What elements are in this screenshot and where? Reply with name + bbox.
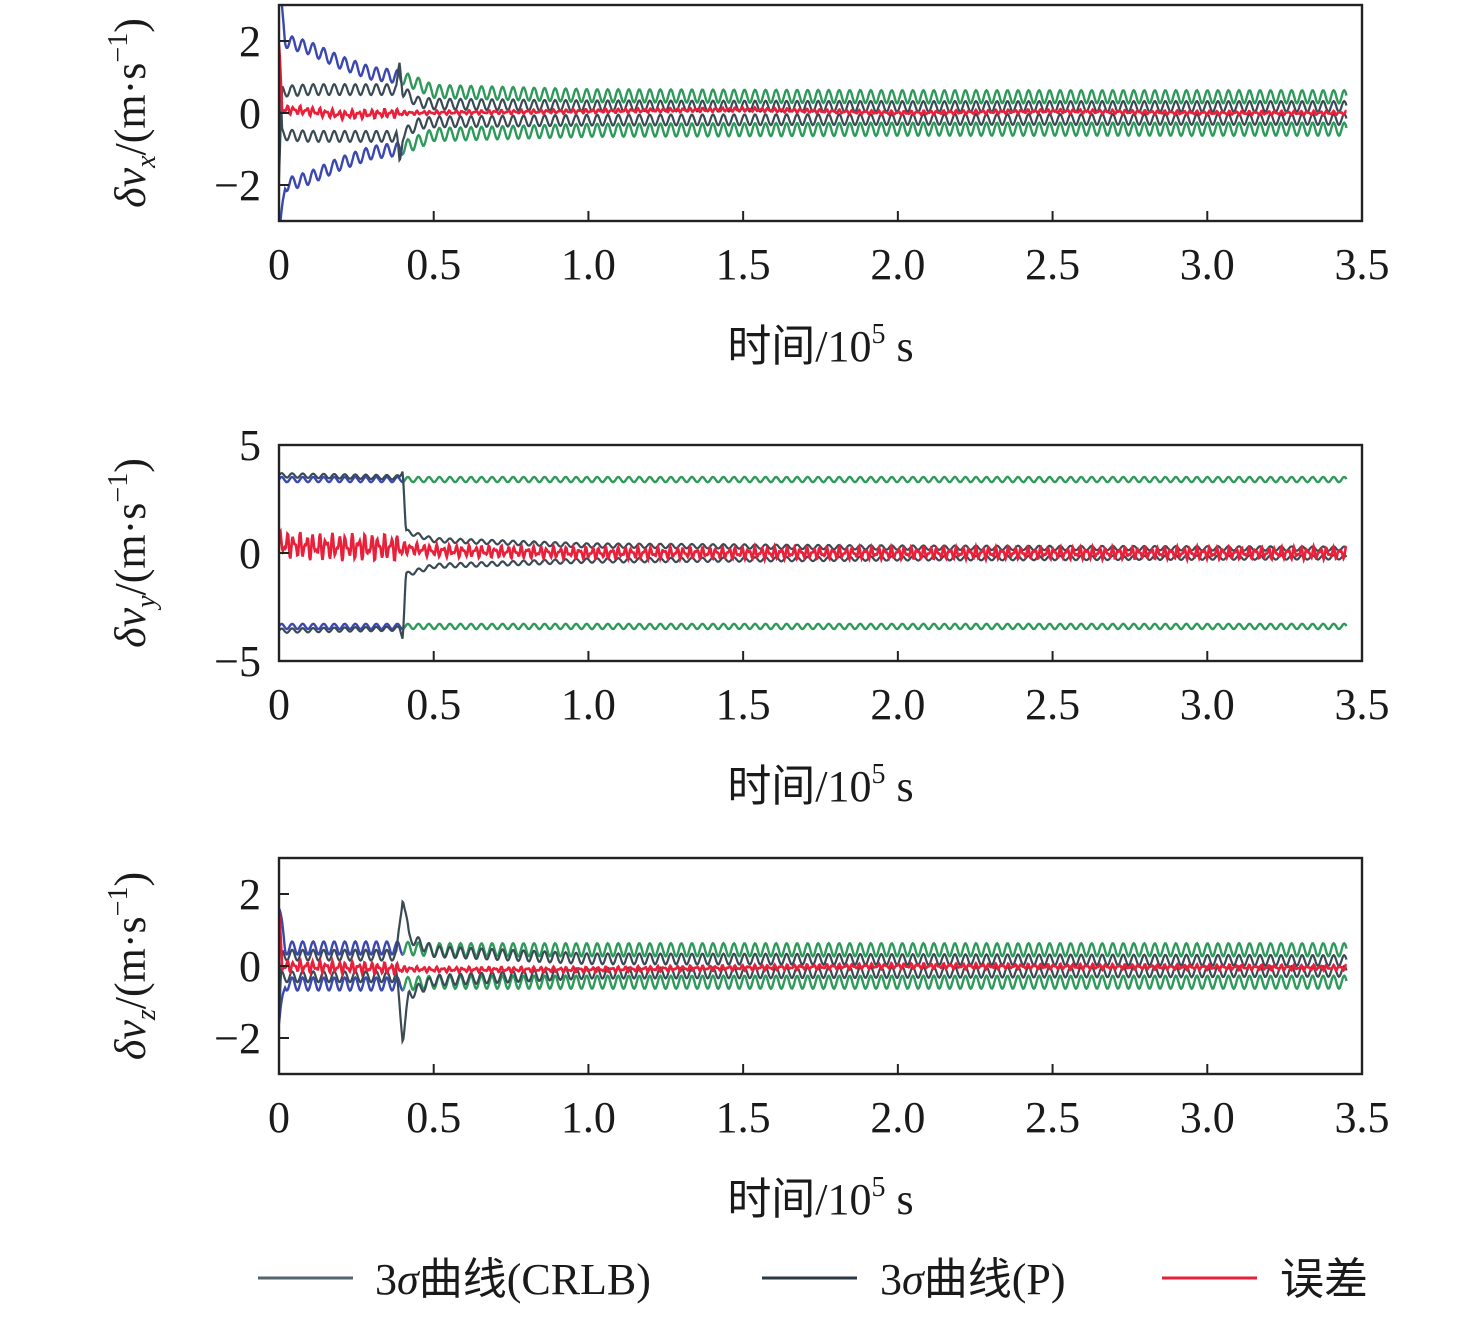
y-tick-label: 0 [239, 89, 261, 138]
series-crlb-upper-late [402, 940, 1348, 958]
y-axis-title: δvz/(m·s−1) [103, 872, 162, 1060]
y-tick-label: 5 [239, 421, 261, 470]
x-tick-label: 3.0 [1180, 1093, 1235, 1142]
series-crlb-lower-early [279, 975, 403, 1024]
x-tick-label: 3.5 [1335, 680, 1390, 729]
series-crlb-upper-early [279, 907, 403, 957]
legend-label: 误差 [1280, 1255, 1368, 1304]
legend-label: 3σ曲线(P) [880, 1255, 1065, 1304]
plot-area [279, 471, 1348, 640]
x-tick-label: 1.0 [561, 680, 616, 729]
x-tick-label: 1.0 [561, 240, 616, 289]
x-tick-label: 3.0 [1180, 240, 1235, 289]
legend-item-P: 3σ曲线(P) [762, 1255, 1065, 1304]
legend-item-crlb: 3σ曲线(CRLB) [258, 1255, 651, 1304]
series-p-upper [279, 62, 1348, 178]
legend-label: 3σ曲线(CRLB) [375, 1255, 651, 1304]
y-tick-label: 0 [239, 529, 261, 578]
x-tick-label: 3.5 [1335, 1093, 1390, 1142]
x-axis-title: 时间/105 s [727, 759, 913, 811]
plot-area [279, 899, 1348, 1046]
legend-item-err: 误差 [1162, 1255, 1368, 1304]
y-tick-label: −2 [214, 161, 261, 210]
x-tick-label: 2.5 [1025, 680, 1080, 729]
x-tick-label: 1.5 [716, 1093, 771, 1142]
x-tick-label: 0 [268, 1093, 290, 1142]
series-crlb-upper-late [402, 72, 1348, 105]
x-tick-label: 0.5 [406, 240, 461, 289]
series-crlb-lower-late [402, 121, 1348, 156]
legend: 3σ曲线(CRLB) 3σ曲线(P) 误差 [258, 1255, 1368, 1304]
y-axis-title: δvx/(m·s−1) [103, 18, 162, 208]
series-error [279, 527, 1348, 565]
x-tick-label: 1.5 [716, 240, 771, 289]
plot-area [279, 5, 1348, 221]
y-tick-label: 2 [239, 17, 261, 66]
x-tick-label: 1.5 [716, 680, 771, 729]
x-tick-label: 2.5 [1025, 1093, 1080, 1142]
series-p-lower [279, 48, 1348, 164]
x-tick-label: 2.0 [870, 680, 925, 729]
series-p-lower [279, 554, 1348, 640]
series-p-upper [279, 899, 1348, 1021]
x-tick-label: 3.0 [1180, 680, 1235, 729]
y-tick-label: −2 [214, 1014, 261, 1063]
x-tick-label: 0 [268, 680, 290, 729]
x-tick-label: 0.5 [406, 680, 461, 729]
x-tick-label: 2.0 [870, 240, 925, 289]
series-error [279, 44, 1347, 123]
series-crlb-lower-late [402, 974, 1348, 992]
x-tick-label: 0 [268, 240, 290, 289]
x-tick-label: 1.0 [561, 1093, 616, 1142]
x-tick-label: 3.5 [1335, 240, 1390, 289]
x-axis-title: 时间/105 s [727, 1172, 913, 1224]
y-tick-label: 0 [239, 942, 261, 991]
series-crlb-lower-late [402, 622, 1348, 631]
y-axis-title: δvy/(m·s−1) [103, 458, 162, 648]
series-error [279, 911, 1348, 978]
series-p-lower [279, 911, 1348, 1046]
x-tick-label: 0.5 [406, 1093, 461, 1142]
y-tick-label: 2 [239, 870, 261, 919]
x-tick-label: 2.0 [870, 1093, 925, 1142]
y-tick-label: −5 [214, 637, 261, 686]
x-tick-label: 2.5 [1025, 240, 1080, 289]
series-crlb-upper-late [402, 475, 1348, 484]
series-p-upper [279, 471, 1348, 552]
x-axis-title: 时间/105 s [727, 319, 913, 371]
